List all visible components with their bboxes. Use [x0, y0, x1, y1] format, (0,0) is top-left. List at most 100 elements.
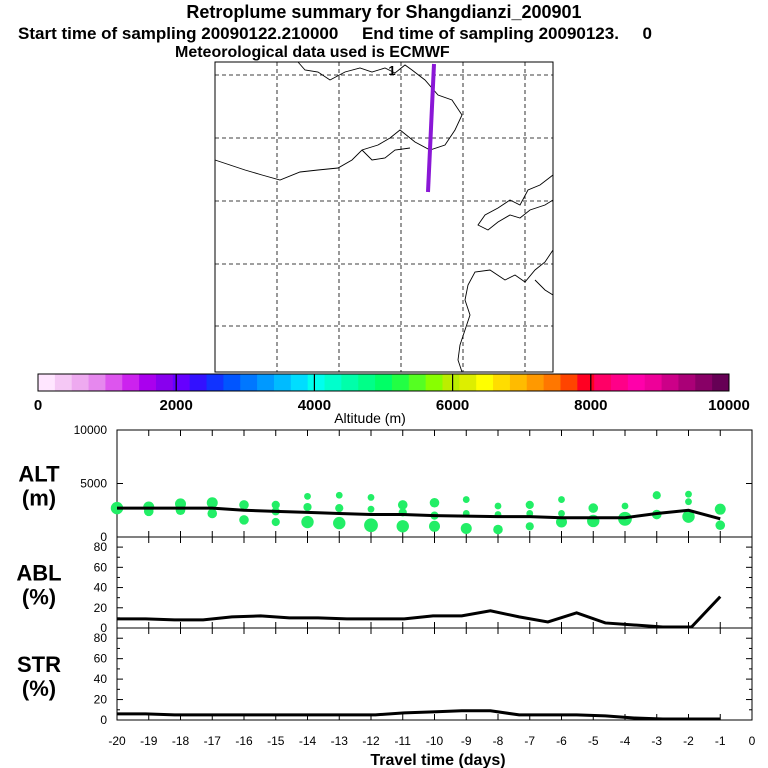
altitude-cluster-point — [367, 494, 375, 501]
x-tick-label: -10 — [426, 734, 444, 748]
y-tick-label: 40 — [94, 672, 108, 686]
panel-frame-str — [116, 627, 753, 721]
altitude-cluster-point — [714, 503, 726, 515]
x-tick-label: -1 — [715, 734, 726, 748]
y-tick-label: 0 — [100, 713, 107, 727]
time-series-panels: 1000050000ALT(m)806040200ABL(%)806040200… — [16, 423, 755, 768]
str-series-line — [117, 709, 721, 721]
x-tick-label: -3 — [651, 734, 662, 748]
x-tick-label: -12 — [362, 734, 380, 748]
altitude-cluster-point — [304, 492, 311, 500]
colorbar-swatch — [408, 374, 427, 391]
altitude-cluster-point — [460, 522, 472, 534]
x-tick-label: -2 — [683, 734, 694, 748]
altitude-cluster-point — [335, 504, 344, 513]
altitude-cluster-point — [429, 497, 440, 508]
altitude-cluster-point — [715, 520, 726, 531]
altitude-cluster-point — [462, 496, 470, 503]
altitude-cluster-point — [397, 500, 408, 510]
colorbar-swatch — [526, 374, 545, 391]
colorbar-swatch — [560, 374, 578, 391]
altitude-cluster-point — [525, 522, 534, 531]
altitude-cluster-point — [367, 505, 375, 513]
colorbar-swatch — [476, 374, 494, 391]
x-tick-label: -5 — [588, 734, 599, 748]
colorbar-swatch — [172, 374, 191, 391]
panel-label-alt: ALT — [18, 462, 60, 487]
colorbar-tick-label: 6000 — [436, 397, 469, 414]
altitude-cluster-point — [206, 497, 218, 509]
y-tick-label: 20 — [94, 693, 108, 707]
altitude-cluster-point — [558, 496, 565, 503]
panel-unit-abl: (%) — [22, 585, 56, 610]
colorbar-swatch — [459, 374, 477, 391]
colorbar-swatch — [644, 374, 663, 391]
colorbar-swatch — [54, 374, 73, 391]
panel-label-abl: ABL — [16, 561, 61, 586]
altitude-cluster-point — [301, 515, 314, 529]
altitude-cluster-point — [239, 515, 249, 525]
x-tick-label: -8 — [493, 734, 504, 748]
mean-altitude-line — [117, 506, 721, 521]
abl-series-line — [117, 595, 722, 629]
colorbar-swatch — [139, 374, 157, 391]
chart-title: Retroplume summary for Shangdianzi_20090… — [186, 2, 582, 22]
colorbar-swatch — [627, 374, 646, 391]
colorbar-swatch — [425, 374, 443, 391]
colorbar-swatch — [358, 374, 376, 391]
map-marker-label: 1 — [388, 63, 395, 78]
colorbar-swatch — [493, 374, 511, 391]
colorbar-swatch — [391, 374, 410, 391]
x-tick-label: -14 — [299, 734, 317, 748]
colorbar-swatch — [661, 374, 679, 391]
colorbar-swatch — [38, 374, 56, 391]
colorbar-swatch — [290, 374, 309, 391]
y-tick-label: 10000 — [74, 423, 108, 437]
colorbar-tick-label: 8000 — [574, 397, 607, 414]
y-tick-label: 5000 — [80, 477, 107, 491]
colorbar-swatch — [341, 374, 359, 391]
colorbar-swatch — [307, 374, 326, 391]
colorbar-swatch — [375, 374, 393, 391]
x-tick-label: -6 — [556, 734, 567, 748]
altitude-cluster-point — [621, 502, 629, 510]
sampling-times: Start time of sampling 20090122.210000 E… — [18, 24, 653, 43]
altitude-cluster-point — [494, 502, 502, 510]
altitude-cluster-point — [429, 520, 440, 532]
map-coastlines — [214, 61, 554, 373]
x-axis-label: Travel time (days) — [370, 752, 505, 768]
y-tick-label: 60 — [94, 560, 108, 574]
colorbar-swatch — [155, 374, 174, 391]
y-tick-label: 80 — [94, 540, 108, 554]
altitude-cluster-point — [525, 500, 534, 509]
altitude-cluster-point — [588, 503, 599, 513]
colorbar-swatch — [88, 374, 106, 391]
y-tick-label: 20 — [94, 601, 108, 615]
x-tick-label: -20 — [108, 734, 126, 748]
altitude-cluster-point — [556, 516, 567, 528]
x-tick-label: -17 — [204, 734, 222, 748]
map-gridlines — [215, 62, 553, 372]
x-tick-label: -9 — [461, 734, 472, 748]
map-frame — [214, 61, 554, 373]
y-tick-label: 0 — [100, 530, 107, 544]
colorbar-swatch — [543, 374, 561, 391]
colorbar-swatch — [712, 374, 730, 391]
altitude-cluster-point — [207, 508, 218, 519]
y-tick-label: 40 — [94, 581, 108, 595]
colorbar-swatch — [189, 374, 208, 391]
x-tick-label: -13 — [331, 734, 349, 748]
colorbar-tick-label: 0 — [34, 397, 42, 414]
altitude-cluster-point — [271, 500, 280, 509]
x-tick-label: -11 — [395, 734, 412, 748]
colorbar-swatch — [71, 374, 90, 391]
x-tick-label: 0 — [749, 734, 756, 748]
x-tick-label: -7 — [524, 734, 535, 748]
colorbar-swatch — [105, 374, 123, 391]
colorbar-swatch — [611, 374, 629, 391]
colorbar-swatch — [223, 374, 241, 391]
altitude-cluster-point — [333, 516, 346, 530]
met-data-note: Meteorological data used is ECMWF — [175, 44, 450, 61]
